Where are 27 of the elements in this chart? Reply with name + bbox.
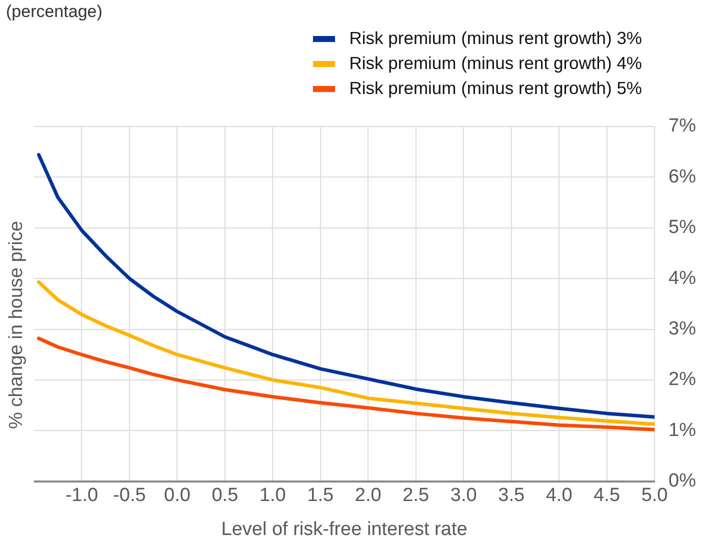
x-tick-label: 4.0 [546, 485, 572, 506]
x-tick-label: 1.5 [307, 485, 334, 506]
x-tick-label: -1.0 [65, 485, 98, 506]
y-tick-label: 0% [668, 470, 696, 492]
x-tick-label: 3.5 [498, 485, 525, 506]
y-tick-label: 2% [668, 369, 696, 390]
legend-label: Risk premium (minus rent growth) 5% [349, 78, 642, 99]
y-tick-label: 7% [668, 116, 696, 137]
x-tick-label: 1.0 [259, 485, 286, 506]
y-tick-label: 3% [668, 318, 696, 340]
x-tick-label: 2.5 [402, 485, 430, 506]
y-axis-title: % change in house price [6, 220, 28, 430]
x-tick-label: 0.0 [164, 485, 190, 506]
chart-subtitle: (percentage) [6, 2, 102, 22]
y-tick-label: 4% [668, 268, 696, 289]
y-tick-label: 1% [668, 420, 696, 441]
legend-label: Risk premium (minus rent growth) 4% [349, 53, 642, 74]
legend-label: Risk premium (minus rent growth) 3% [349, 28, 642, 49]
x-tick-label: 3.0 [450, 485, 477, 506]
x-tick-label: -0.5 [113, 485, 146, 506]
x-axis-title: Level of risk-free interest rate [221, 518, 468, 540]
x-tick-label: 2.0 [354, 485, 382, 506]
x-tick-label: 5.0 [641, 485, 668, 506]
x-tick-label: 4.5 [594, 485, 620, 506]
y-tick-label: 6% [668, 166, 696, 188]
x-tick-label: 0.5 [212, 485, 238, 506]
y-tick-label: 5% [668, 217, 696, 238]
